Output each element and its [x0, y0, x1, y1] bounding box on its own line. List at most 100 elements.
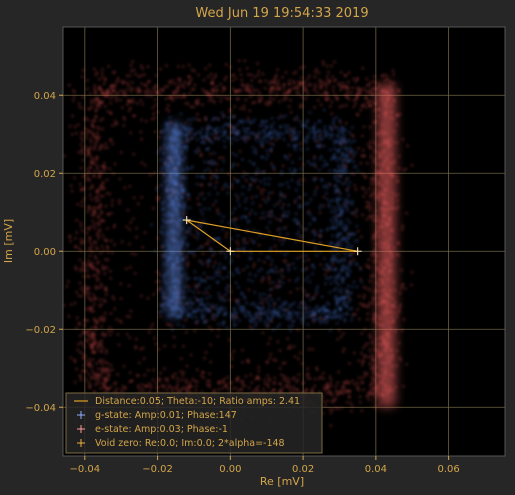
cloud-point — [267, 294, 271, 298]
cloud-point — [233, 105, 237, 109]
cloud-point — [337, 313, 341, 317]
cloud-point — [350, 125, 354, 129]
cloud-point — [373, 181, 377, 185]
cloud-point — [162, 129, 166, 133]
x-tick-label: 0.00 — [219, 464, 241, 475]
cloud-point — [208, 343, 213, 347]
cloud-point — [273, 203, 277, 207]
cloud-point — [268, 269, 272, 273]
cloud-point — [140, 118, 144, 122]
cloud-point — [95, 156, 99, 160]
cloud-point — [103, 78, 107, 82]
cloud-point — [228, 298, 232, 302]
cloud-point — [286, 130, 290, 134]
cloud-point — [114, 80, 118, 84]
cloud-point — [286, 210, 291, 214]
cloud-point — [256, 73, 260, 77]
cloud-point — [80, 204, 84, 208]
cloud-point — [188, 380, 192, 385]
cloud-point — [215, 84, 219, 89]
cloud-point — [287, 263, 292, 267]
cloud-point — [158, 67, 163, 71]
cloud-point — [342, 387, 346, 391]
cloud-point — [328, 126, 333, 130]
cloud-point — [162, 213, 166, 217]
cloud-point — [282, 210, 287, 214]
plot-area — [63, 27, 505, 456]
cloud-point — [298, 178, 302, 182]
cloud-point — [72, 95, 76, 99]
cloud-point — [333, 255, 337, 260]
cloud-point — [155, 386, 159, 390]
cloud-point — [181, 158, 186, 162]
cloud-point — [141, 67, 145, 71]
cloud-point — [365, 286, 369, 291]
cloud-point — [71, 89, 75, 93]
cloud-point — [346, 92, 350, 96]
cloud-point — [371, 92, 375, 96]
cloud-point — [127, 284, 131, 288]
cloud-point — [263, 182, 267, 186]
cloud-point — [287, 185, 291, 189]
cloud-point — [93, 196, 98, 200]
cloud-point — [315, 368, 319, 372]
cloud-point — [354, 214, 358, 218]
cloud-point — [195, 138, 199, 142]
cloud-point — [334, 226, 338, 230]
cloud-point — [366, 204, 370, 208]
cloud-point — [198, 130, 203, 134]
cloud-point — [107, 64, 111, 68]
cloud-point — [319, 375, 323, 379]
cloud-point — [197, 149, 201, 153]
cloud-point — [292, 171, 297, 175]
cloud-point — [249, 302, 253, 306]
cloud-point — [190, 68, 194, 72]
cloud-point — [270, 298, 274, 302]
cloud-point — [312, 310, 316, 314]
cloud-point — [310, 389, 315, 393]
cloud-point — [213, 317, 217, 321]
cloud-point — [201, 212, 205, 216]
cloud-point — [281, 75, 285, 79]
cloud-point — [117, 198, 121, 202]
cloud-point — [148, 173, 153, 177]
cloud-point — [341, 204, 345, 208]
cloud-point — [286, 346, 290, 350]
cloud-point — [338, 166, 342, 170]
cloud-point — [108, 326, 112, 330]
cloud-point — [282, 214, 286, 218]
cloud-point — [214, 270, 218, 274]
cloud-point — [104, 293, 108, 297]
cloud-point — [349, 260, 353, 264]
cloud-point — [370, 376, 374, 380]
cloud-point — [102, 169, 107, 173]
cloud-point — [77, 294, 81, 298]
cloud-point — [79, 237, 83, 241]
cloud-point — [92, 170, 96, 174]
cloud-point — [156, 236, 160, 240]
cloud-point — [302, 178, 306, 182]
cloud-point — [340, 258, 344, 262]
cloud-point — [109, 211, 114, 215]
cloud-point — [111, 94, 115, 98]
cloud-point — [239, 387, 244, 391]
cloud-point — [201, 219, 206, 223]
cloud-point — [96, 206, 101, 210]
cloud-point — [73, 125, 77, 129]
cloud-point — [101, 233, 105, 237]
cloud-point — [88, 254, 92, 258]
cloud-point — [208, 385, 212, 389]
cloud-point — [128, 86, 133, 90]
cloud-point — [287, 325, 291, 329]
cloud-point — [219, 297, 223, 302]
cloud-point — [184, 318, 188, 322]
cloud-point — [331, 221, 335, 226]
cloud-point — [84, 377, 88, 382]
cloud-point — [175, 383, 180, 388]
cloud-point — [250, 381, 254, 385]
x-tick-label: 0.02 — [292, 464, 314, 475]
cloud-point — [224, 287, 228, 291]
cloud-point — [210, 303, 214, 307]
cloud-point — [251, 228, 255, 232]
cloud-point — [323, 90, 327, 94]
